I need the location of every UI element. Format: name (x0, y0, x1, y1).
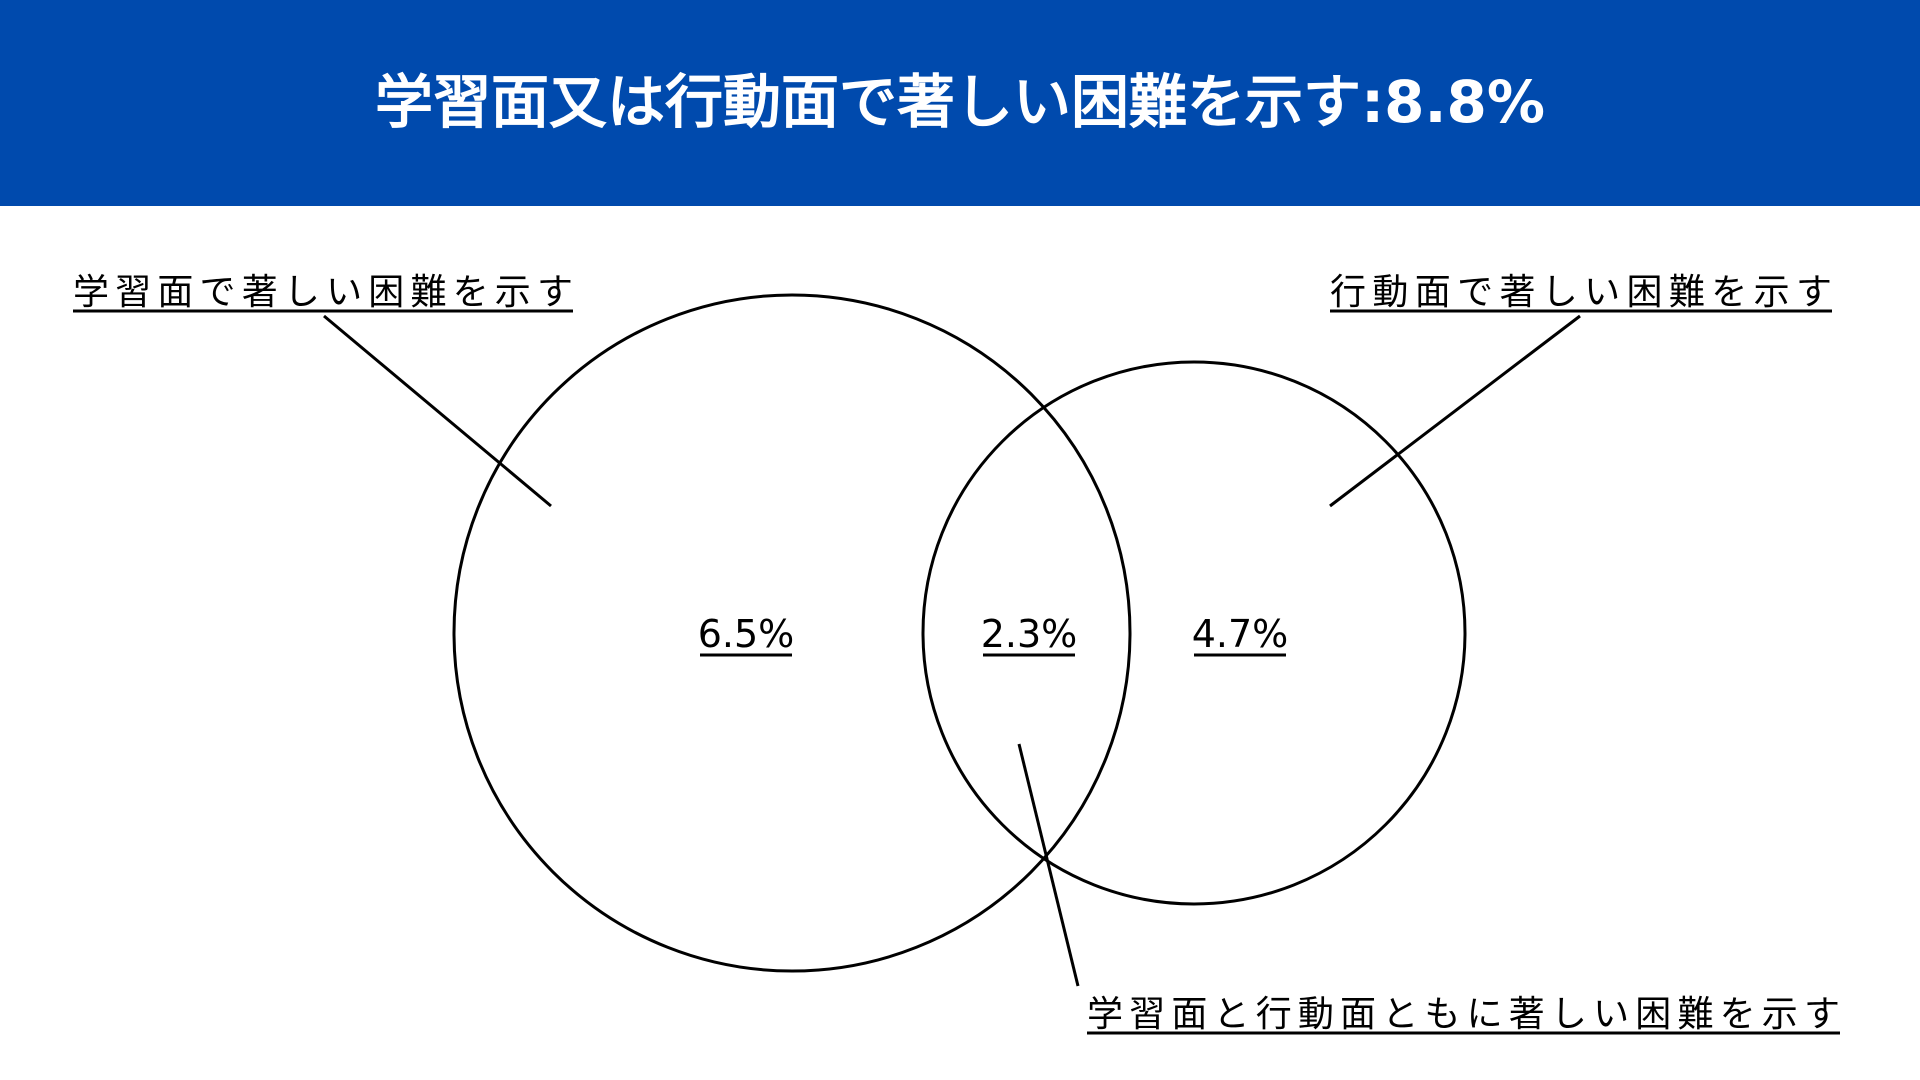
set-label: 学習面で著しい困難を示す (73, 272, 573, 313)
overlap-label: 学習面と行動面ともに著しい困難を示す (1087, 994, 1840, 1035)
header-bar (0, 0, 1920, 206)
right-circle (921, 360, 1467, 906)
leader-line (323, 314, 552, 508)
region-value: 2.3% (981, 612, 1078, 656)
region-value: 4.7% (1192, 612, 1289, 656)
leader-line (1329, 314, 1581, 508)
region-value: 6.5% (698, 612, 795, 656)
leader-line (1017, 743, 1080, 987)
header-title: 学習面又は行動面で著しい困難を示す:8.8% (375, 68, 1545, 136)
left-circle (452, 293, 1132, 973)
set-label: 行動面で著しい困難を示す (1330, 272, 1832, 313)
